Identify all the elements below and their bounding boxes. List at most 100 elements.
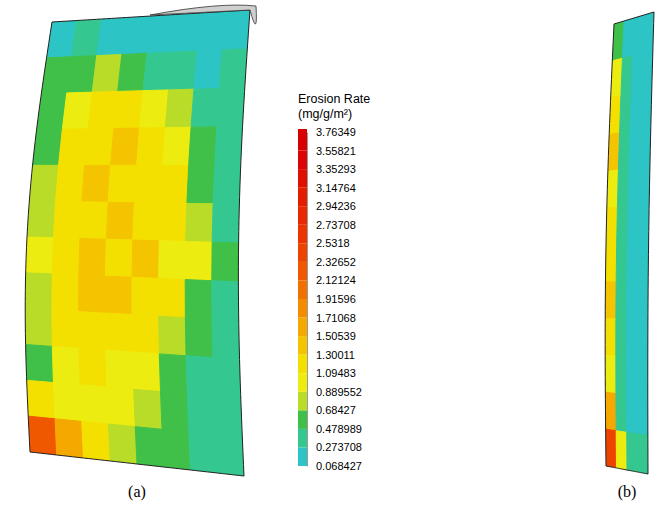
erosion-cell xyxy=(137,128,166,166)
erosion-cell xyxy=(109,424,137,464)
erosion-cell xyxy=(92,54,122,92)
erosion-cell xyxy=(132,315,159,354)
colorbar-tick: 2.12124 xyxy=(307,274,356,286)
colorbar-tick: 1.50539 xyxy=(307,330,356,342)
erosion-cell xyxy=(608,133,620,172)
erosion-cell xyxy=(159,241,186,280)
tick-label: 2.73708 xyxy=(316,219,356,231)
colorbar-band xyxy=(298,299,307,318)
erosion-cell xyxy=(53,202,81,239)
erosion-cell xyxy=(640,89,651,129)
erosion-cell xyxy=(80,385,108,424)
erosion-cell xyxy=(161,392,189,432)
erosion-cell xyxy=(172,13,200,52)
erosion-cell xyxy=(616,319,627,357)
erosion-cell xyxy=(643,12,654,53)
erosion-cell xyxy=(212,281,239,321)
colorbar-tick: 3.55821 xyxy=(307,145,356,157)
blade-surface xyxy=(605,12,654,474)
erosion-cell xyxy=(52,274,79,312)
colorbar xyxy=(298,129,307,466)
erosion-cell xyxy=(215,127,243,166)
erosion-cell xyxy=(82,421,111,461)
erosion-cell xyxy=(628,167,639,206)
erosion-cell xyxy=(80,202,108,239)
colorbar-tick: 2.73708 xyxy=(307,219,356,231)
erosion-cell xyxy=(605,356,616,394)
erosion-cell xyxy=(631,53,643,93)
erosion-cell xyxy=(114,91,143,129)
erosion-cell xyxy=(214,396,242,437)
erosion-cell xyxy=(165,89,194,127)
figure: (a)(b)0.0684270.2737080.4789890.684270.8… xyxy=(0,0,665,506)
colorbar-tick: 2.32652 xyxy=(307,256,356,268)
erosion-cell xyxy=(134,165,162,203)
erosion-cell xyxy=(605,282,616,319)
colorbar-axis-line xyxy=(307,133,308,467)
erosion-cell xyxy=(162,429,190,470)
tick-label: 2.32652 xyxy=(316,256,356,268)
colorbar-tick: 0.889552 xyxy=(307,386,362,398)
colorbar-tick: 1.30011 xyxy=(307,349,355,361)
erosion-cell xyxy=(105,239,132,277)
colorbar-tick: 0.273708 xyxy=(307,441,362,453)
erosion-cell xyxy=(616,356,627,394)
erosion-cell xyxy=(185,242,212,281)
blade-outline xyxy=(25,10,250,476)
colorbar-band xyxy=(298,132,307,151)
blade-tip xyxy=(150,5,256,24)
erosion-cell xyxy=(159,278,186,317)
erosion-cell xyxy=(133,352,161,392)
tick-label: 2.5318 xyxy=(316,237,350,249)
erosion-cell xyxy=(213,165,241,204)
erosion-cell xyxy=(637,358,648,397)
erosion-cell xyxy=(629,129,641,168)
colorbar-band xyxy=(298,410,307,429)
erosion-cell xyxy=(159,316,186,356)
erosion-cell xyxy=(132,277,159,316)
colorbar-band xyxy=(298,280,307,299)
erosion-cell xyxy=(56,165,85,202)
erosion-cell xyxy=(133,203,161,241)
colorbar-band xyxy=(298,188,307,207)
erosion-cell xyxy=(627,282,638,320)
colorbar-band xyxy=(298,151,307,170)
erosion-cell xyxy=(29,165,58,201)
erosion-cell xyxy=(212,319,240,359)
erosion-cell xyxy=(626,357,637,396)
erosion-cell xyxy=(616,394,627,433)
erosion-cell xyxy=(79,348,107,387)
erosion-cell xyxy=(212,242,239,282)
tick-label: 1.91596 xyxy=(316,293,356,305)
erosion-cell xyxy=(52,346,80,384)
erosion-cell xyxy=(85,128,114,165)
colorbar-band xyxy=(298,318,307,337)
erosion-cell xyxy=(617,169,628,208)
erosion-cell xyxy=(607,170,619,208)
colorbar-band xyxy=(298,373,307,392)
erosion-cell xyxy=(169,51,198,90)
erosion-cell xyxy=(637,282,648,321)
erosion-cell xyxy=(626,319,637,357)
erosion-cell xyxy=(616,244,627,282)
erosion-cell xyxy=(147,15,176,54)
colorbar-tick: 2.94236 xyxy=(307,200,356,212)
colorbar-band xyxy=(298,447,307,466)
erosion-cell xyxy=(212,204,239,243)
colorbar-band xyxy=(298,225,307,244)
erosion-cell xyxy=(191,88,219,127)
erosion-cell xyxy=(638,205,649,244)
erosion-cell xyxy=(633,15,644,56)
erosion-cell xyxy=(25,273,52,310)
erosion-cell xyxy=(163,127,191,165)
erosion-cell xyxy=(111,128,140,165)
erosion-cell xyxy=(639,166,650,205)
erosion-cell xyxy=(59,129,89,166)
erosion-cell xyxy=(97,18,127,56)
colorbar-band xyxy=(298,355,307,374)
erosion-cell xyxy=(639,128,650,168)
erosion-cell xyxy=(197,12,225,52)
colorbar-axis: 0.0684270.2737080.4789890.684270.8895521… xyxy=(307,126,362,472)
erosion-cell xyxy=(606,207,617,245)
erosion-cell xyxy=(222,10,250,50)
